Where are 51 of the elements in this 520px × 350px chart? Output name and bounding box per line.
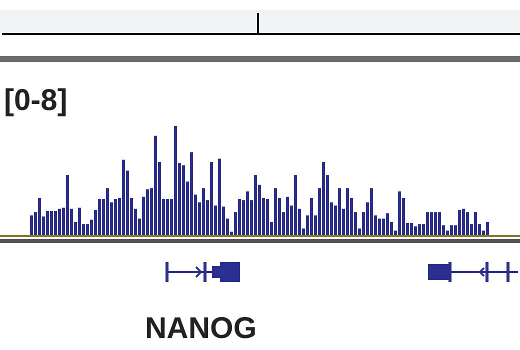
bar: [30, 215, 33, 235]
bar: [218, 158, 221, 235]
bar: [370, 188, 373, 235]
bar: [182, 165, 185, 235]
bar: [426, 212, 429, 235]
bar: [58, 208, 61, 235]
bar: [266, 199, 269, 235]
bar: [106, 188, 109, 235]
bar: [46, 211, 49, 235]
bar: [50, 211, 53, 235]
bar: [98, 199, 101, 235]
bar: [450, 225, 453, 235]
bar: [78, 208, 81, 235]
bar: [254, 175, 257, 235]
bar: [322, 162, 325, 235]
bar: [294, 175, 297, 235]
bar: [346, 188, 349, 235]
bar: [434, 212, 437, 235]
bar: [386, 213, 389, 235]
bar: [438, 212, 441, 235]
bar: [154, 136, 157, 235]
bar: [338, 188, 341, 235]
bar: [430, 212, 433, 235]
bar: [38, 198, 41, 235]
bar: [466, 212, 469, 235]
bar: [286, 196, 289, 235]
bar: [418, 224, 421, 235]
bar: [146, 189, 149, 235]
bar: [54, 211, 57, 235]
bar: [378, 218, 381, 235]
bar: [190, 152, 193, 235]
bar: [274, 188, 277, 235]
bar: [310, 198, 313, 235]
bar: [486, 222, 489, 235]
bar: [202, 188, 205, 235]
bar: [246, 191, 249, 235]
text: [0-8]: [4, 84, 68, 117]
text: NANOG: [145, 312, 257, 345]
bar: [66, 175, 69, 235]
bar: [414, 226, 417, 235]
bar: [114, 199, 117, 235]
bar: [410, 223, 413, 235]
bar: [174, 126, 177, 235]
bar: [458, 210, 461, 235]
bar: [398, 191, 401, 235]
bar: [238, 199, 241, 235]
bar: [462, 208, 465, 235]
bar: [166, 199, 169, 235]
bar: [474, 212, 477, 235]
bar: [210, 162, 213, 235]
bar: [122, 160, 125, 235]
